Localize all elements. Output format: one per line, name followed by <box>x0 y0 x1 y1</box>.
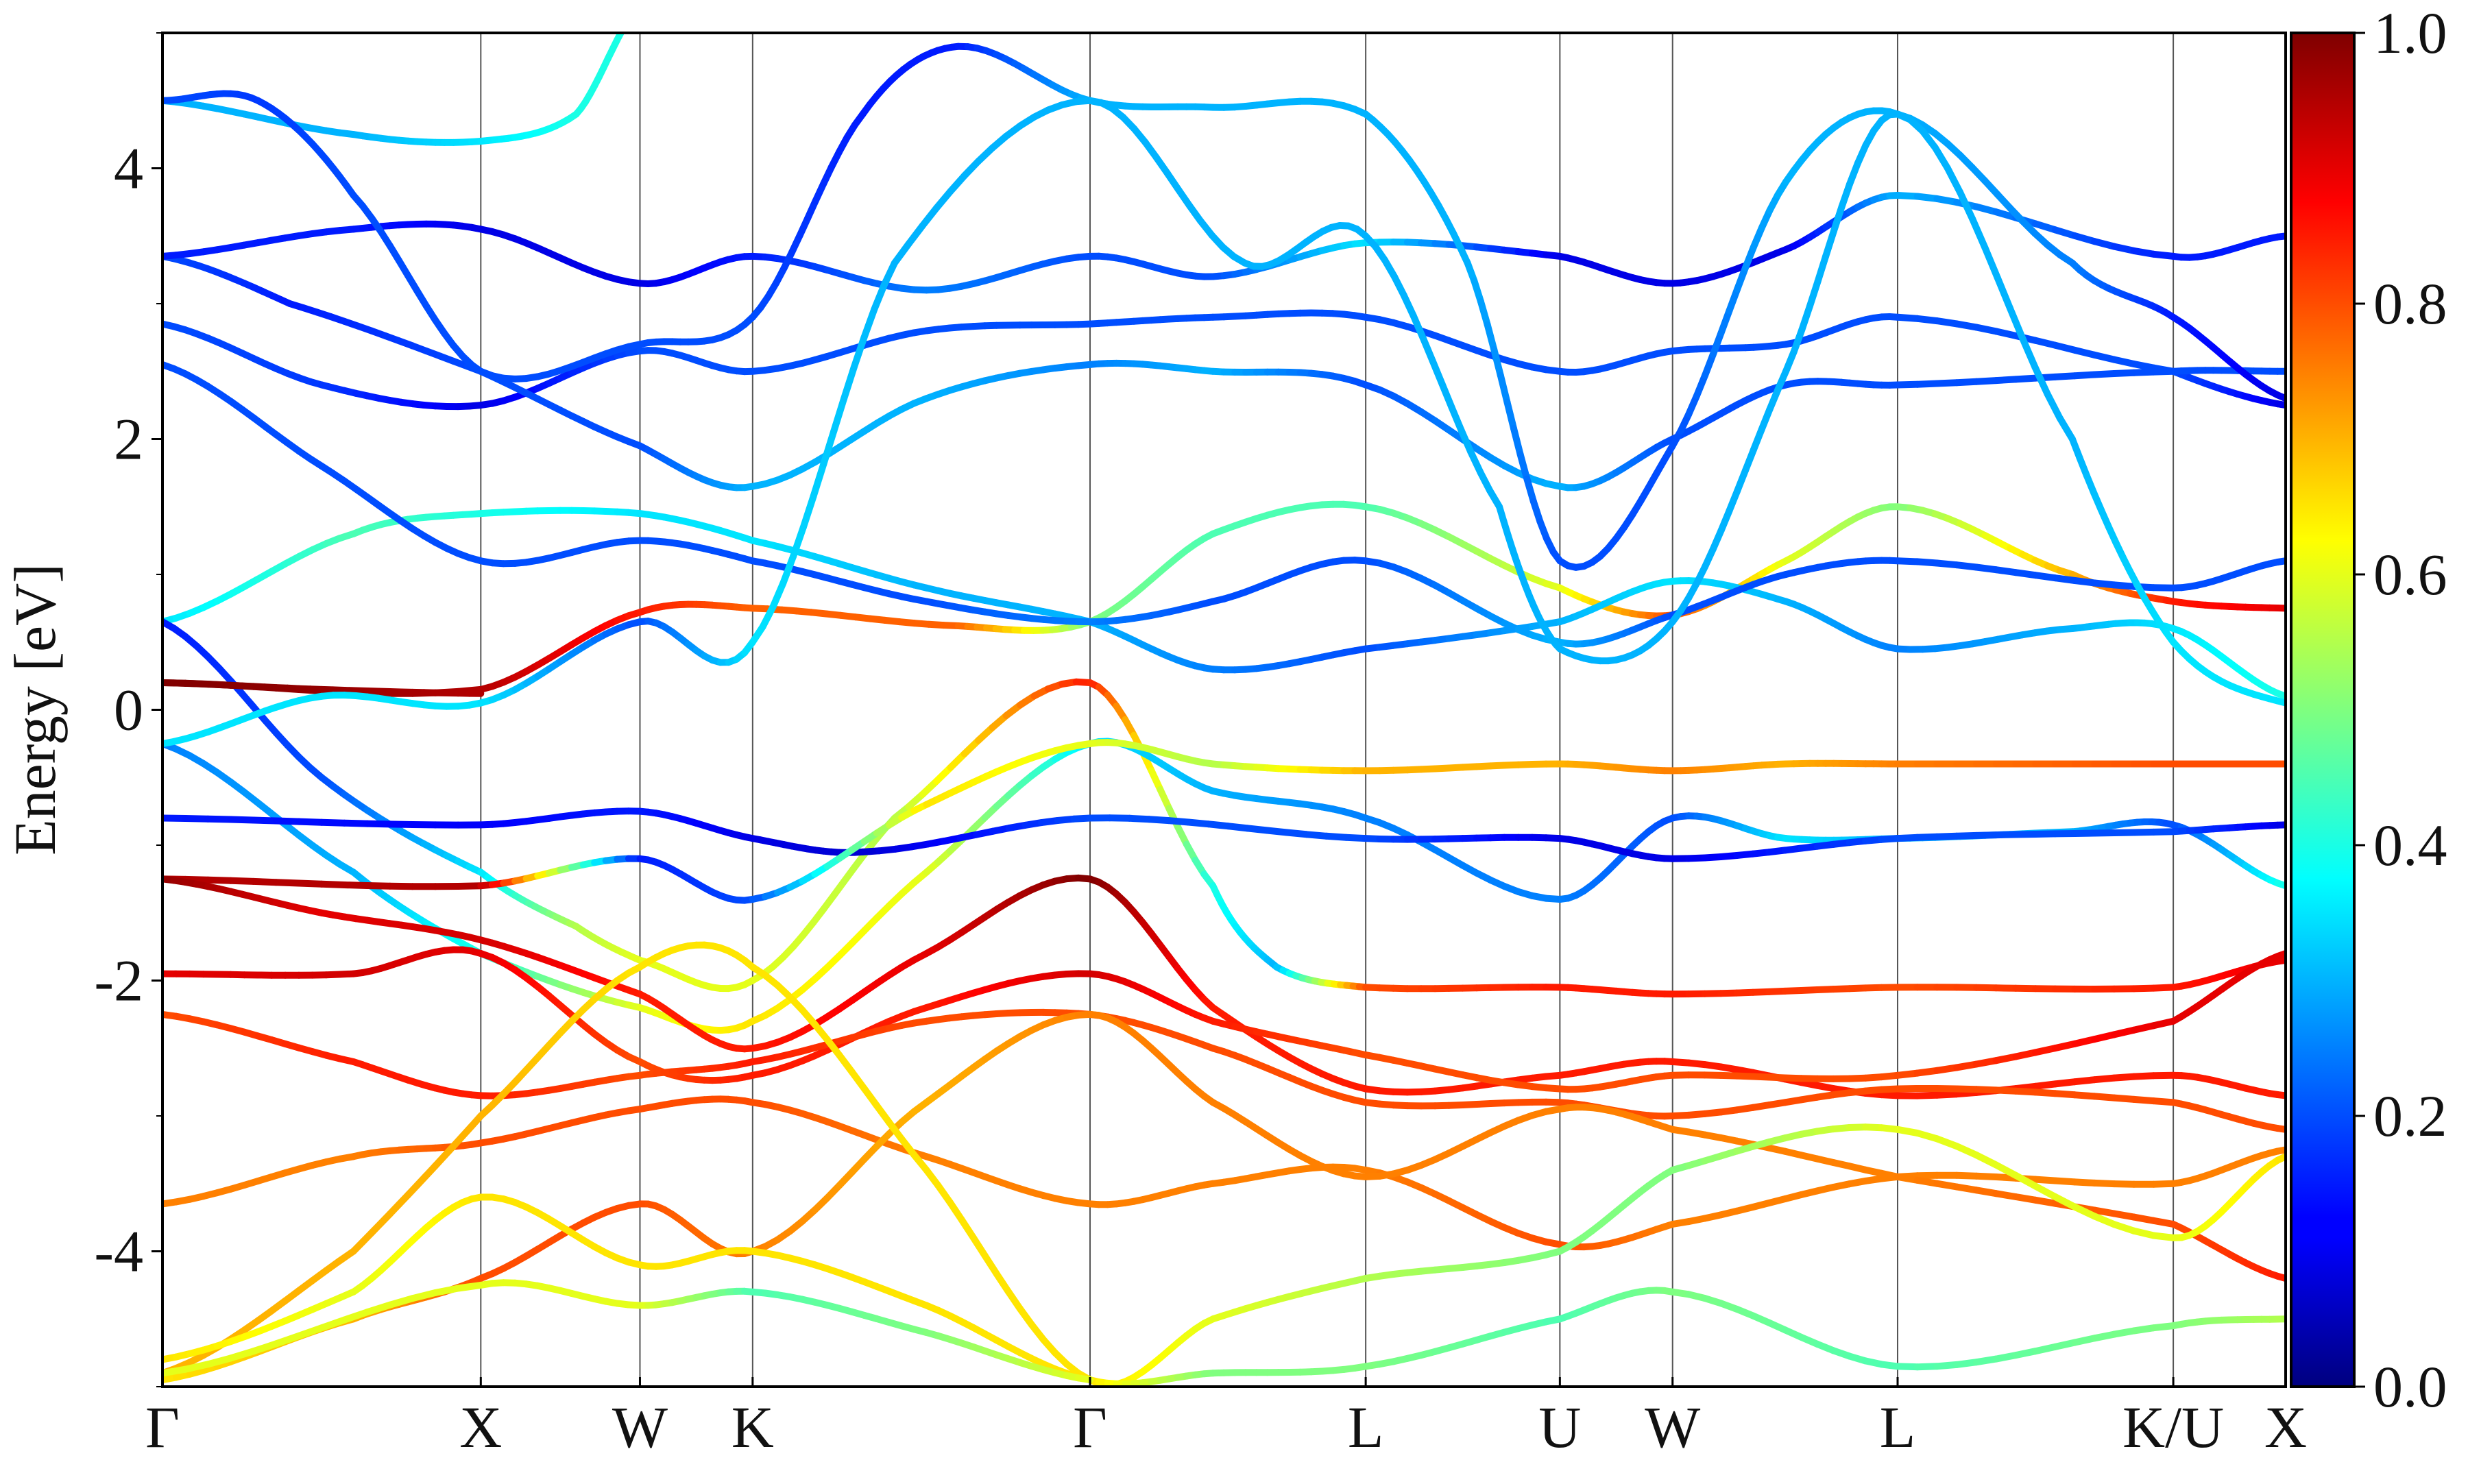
band-segment <box>254 1343 276 1351</box>
band-segment <box>844 367 854 399</box>
colorbar-tick-label: 0.4 <box>2373 812 2447 878</box>
band-series <box>162 1282 1090 1380</box>
band-segment <box>1507 402 1514 428</box>
x-tick-label: K <box>731 1394 774 1460</box>
band-segment <box>2060 418 2072 439</box>
band-series <box>162 6 640 143</box>
x-tick-label: U <box>1538 1394 1581 1460</box>
band-segment <box>435 1289 458 1293</box>
band-segment <box>276 1336 299 1344</box>
band-segment <box>1442 384 1452 407</box>
x-tick-label: X <box>459 1394 502 1460</box>
band-segment <box>1802 306 1810 330</box>
x-tick-label: W <box>1645 1394 1700 1460</box>
x-tick-label: X <box>2264 1394 2307 1460</box>
band-segment <box>1414 316 1423 338</box>
band-segment <box>1842 184 1850 206</box>
band-segment <box>783 557 793 583</box>
band-segment <box>622 23 627 32</box>
y-tick-label: -4 <box>94 1219 143 1285</box>
band-segment <box>1826 231 1834 256</box>
band-segment <box>322 1320 344 1328</box>
band-segment <box>1514 428 1521 454</box>
band-segment <box>803 496 814 527</box>
y-tick-label: -2 <box>94 948 143 1014</box>
band-segment <box>1810 282 1818 306</box>
band-segment <box>773 583 783 607</box>
band-segment <box>1818 256 1826 282</box>
band-segment <box>458 1285 481 1289</box>
band-segment <box>1423 338 1433 361</box>
band-segment <box>162 1370 185 1374</box>
x-tick-label: L <box>1348 1394 1384 1460</box>
y-tick-label: 0 <box>114 677 143 743</box>
colorbar-ticks: 0.0 0.2 0.4 0.6 0.8 1.0 <box>2354 0 2447 1420</box>
colorbar-tick-label: 1.0 <box>2373 0 2447 66</box>
x-tick-label: Γ <box>145 1394 180 1460</box>
band-segment <box>636 6 640 11</box>
band-segment <box>1452 407 1462 430</box>
band-segment <box>884 263 895 284</box>
band-segment <box>1794 330 1802 352</box>
colorbar-tick-label: 0.8 <box>2373 271 2447 337</box>
colorbar-tick-label: 0.6 <box>2373 542 2447 607</box>
band-segment <box>1488 324 1495 349</box>
band-segment <box>1948 168 1960 192</box>
band-segment <box>299 1328 322 1336</box>
band-segment <box>1935 147 1948 168</box>
band-segment <box>1972 219 1985 248</box>
band-segment <box>874 284 884 309</box>
band-segment <box>864 309 875 337</box>
band-segment <box>1834 207 1842 231</box>
band-segment <box>2048 394 2060 418</box>
band-segment <box>854 337 864 367</box>
band-segment <box>1998 278 2010 308</box>
y-tick-label: 2 <box>114 406 143 472</box>
x-tick-label: Γ <box>1073 1394 1107 1460</box>
x-tick-label: L <box>1880 1394 1916 1460</box>
band-segment <box>1078 1378 1090 1380</box>
band-segment <box>1729 289 1737 311</box>
y-tick-label: 4 <box>114 136 143 202</box>
colorbar-tick-label: 0.0 <box>2373 1354 2447 1420</box>
band-segment <box>631 10 636 16</box>
band-segment <box>1985 248 1998 278</box>
band-segment <box>1494 350 1501 376</box>
band-segment <box>1461 430 1471 452</box>
band-segment <box>834 399 844 431</box>
x-tick-label: W <box>612 1394 668 1460</box>
band-segment <box>627 16 631 23</box>
band-segment <box>908 226 922 244</box>
band-segment <box>823 431 834 464</box>
colorbar-tick-label: 0.2 <box>2373 1083 2447 1149</box>
band-segment <box>1433 361 1442 384</box>
y-axis-label: Energy [eV] <box>2 563 68 855</box>
band-series <box>162 683 481 694</box>
band-segment <box>1721 311 1730 333</box>
colorbar <box>2291 33 2354 1387</box>
y-axis-ticks: 4 2 0 -2 -4 <box>94 33 162 1387</box>
band-segment <box>895 244 908 263</box>
band-segment <box>1481 302 1488 325</box>
band-segment <box>1501 376 1508 402</box>
band-segment <box>814 464 824 496</box>
x-tick-label: K/U <box>2122 1394 2224 1460</box>
